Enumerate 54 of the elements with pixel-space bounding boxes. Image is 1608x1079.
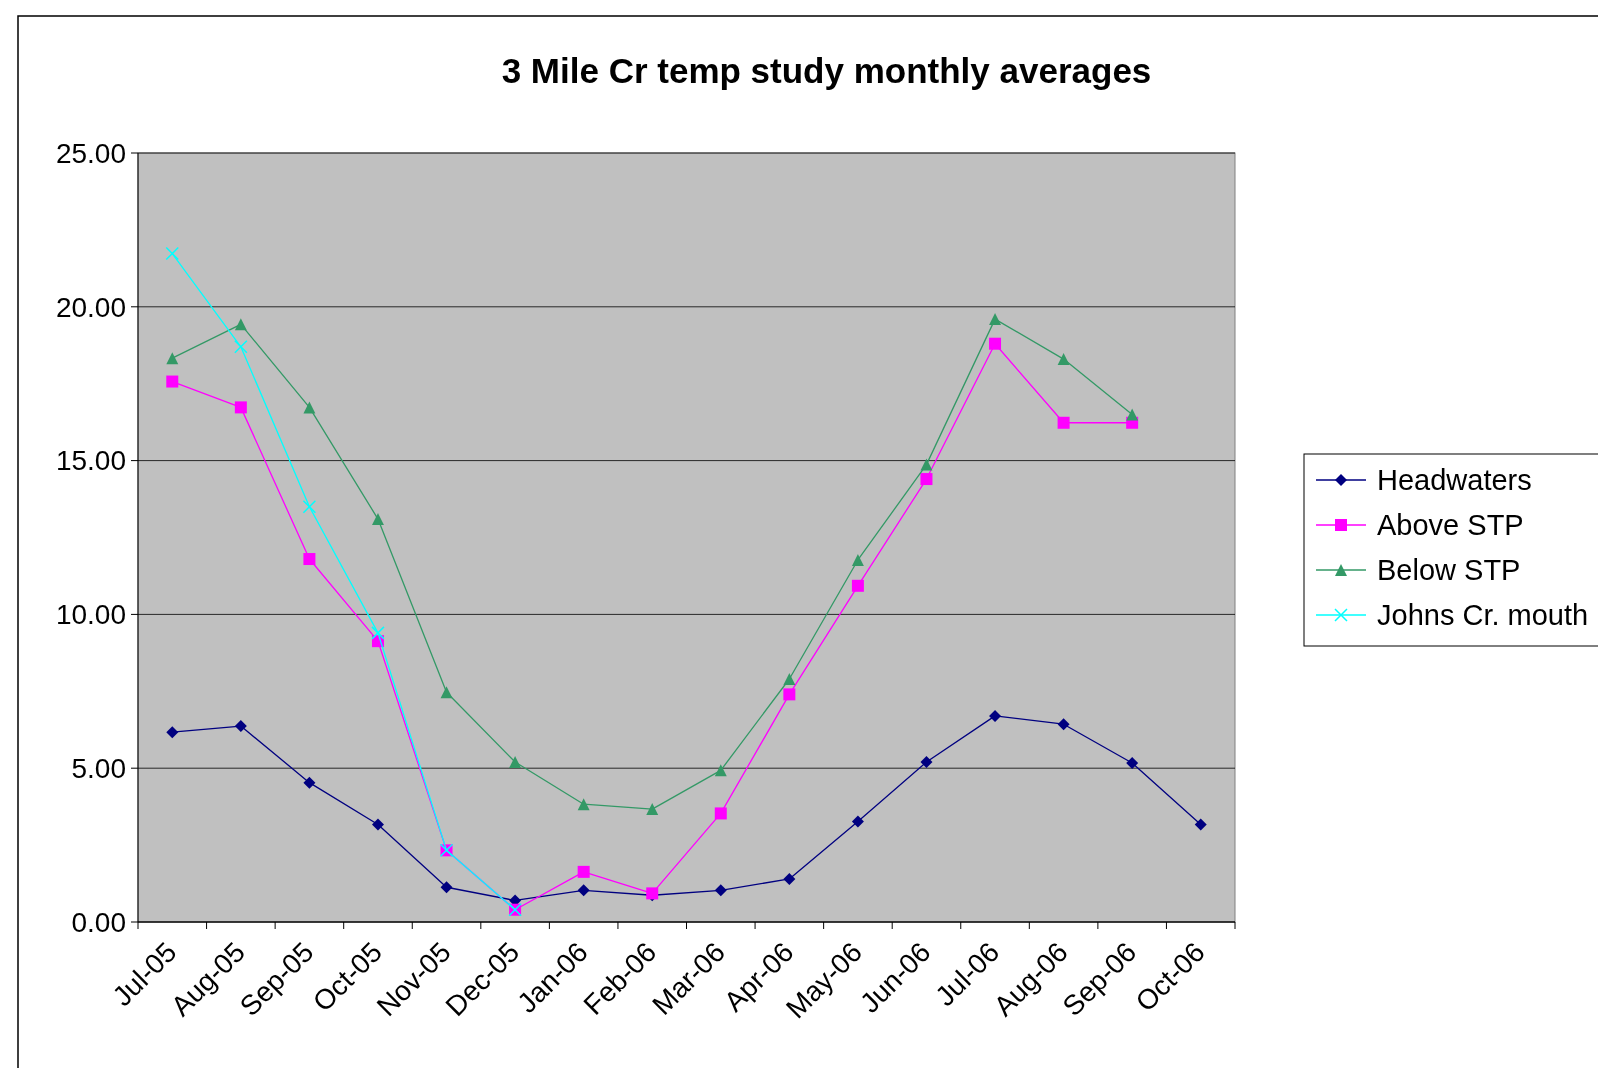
y-tick-label: 15.00 (55, 445, 126, 477)
point (509, 756, 522, 769)
point (1057, 416, 1070, 429)
point (714, 807, 727, 820)
point (165, 246, 180, 261)
point (1126, 756, 1139, 769)
point (1057, 718, 1070, 731)
point (234, 401, 247, 414)
point (302, 499, 317, 514)
point (1057, 353, 1070, 366)
point (371, 513, 384, 526)
legend-label: Above STP (1377, 509, 1524, 542)
y-tick-label: 20.00 (55, 291, 126, 323)
legend-label: Below STP (1377, 554, 1521, 587)
point (577, 798, 590, 811)
point (989, 313, 1002, 326)
point (440, 881, 453, 894)
point (851, 579, 864, 592)
point (440, 686, 453, 699)
point (577, 884, 590, 897)
point (783, 872, 796, 885)
point (303, 401, 316, 414)
point (234, 318, 247, 331)
point (646, 803, 659, 816)
point (303, 776, 316, 789)
point (371, 626, 385, 640)
legend-label: Johns Cr. mouth (1377, 599, 1589, 632)
point (303, 553, 316, 566)
point (851, 815, 864, 828)
point (234, 720, 247, 733)
point (714, 764, 727, 777)
point (371, 818, 384, 831)
point (577, 865, 590, 878)
point (920, 458, 933, 471)
point (1126, 408, 1139, 421)
y-tick-label: 0.00 (71, 906, 126, 938)
point (920, 473, 933, 486)
y-tick-label: 5.00 (71, 753, 126, 784)
point (920, 756, 933, 769)
point (851, 553, 864, 566)
point (989, 709, 1002, 722)
point (783, 688, 796, 701)
point (783, 673, 796, 685)
y-tick-label: 10.00 (55, 599, 126, 631)
point (714, 884, 727, 897)
point (1194, 818, 1207, 831)
point (989, 337, 1002, 350)
y-tick-label: 25.00 (55, 137, 126, 169)
point (166, 352, 179, 365)
point (166, 726, 179, 739)
legend-label: Headwaters (1377, 464, 1532, 497)
point (234, 340, 248, 354)
point (166, 375, 179, 388)
chart-title: 3 Mile Cr temp study monthly averages (501, 51, 1152, 90)
